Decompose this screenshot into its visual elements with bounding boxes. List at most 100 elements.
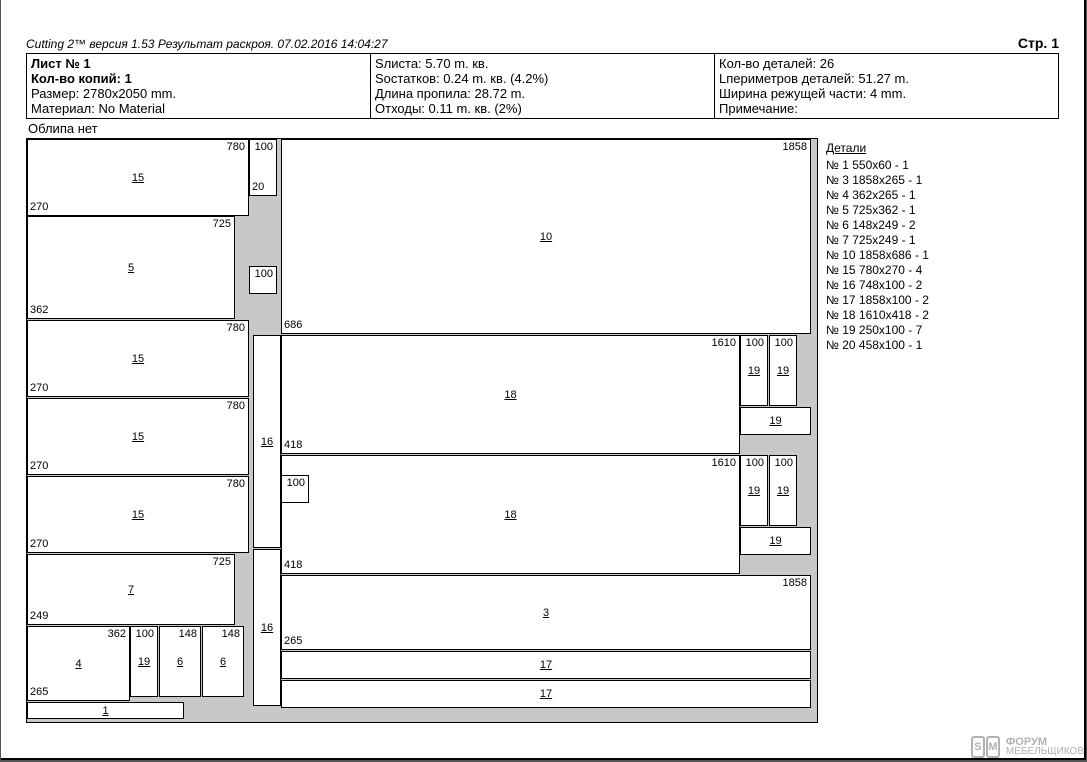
page-shadow: Cutting 2™ версия 1.53 Результат раскроя…: [1, 0, 1086, 760]
dim-width: 100: [775, 337, 793, 349]
piece-label: 15: [132, 431, 144, 443]
page: Cutting 2™ версия 1.53 Результат раскроя…: [1, 0, 1084, 758]
header-row: Cutting 2™ версия 1.53 Результат раскроя…: [26, 35, 1059, 51]
cut-piece: 19: [740, 527, 811, 555]
piece-label: 16: [261, 622, 273, 634]
dim-width: 725: [213, 556, 231, 568]
sheet-area: 7802701510020725362510078027015780270157…: [26, 138, 818, 723]
cut-piece: 16: [253, 335, 281, 548]
piece-label: 6: [177, 656, 183, 668]
cut-piece: 780 270 15: [27, 320, 249, 397]
cut-piece: 100 19: [769, 455, 797, 526]
dim-width: 100: [255, 268, 273, 280]
details-list-item: № 7 725x249 - 1: [826, 233, 929, 248]
perimeter-line: Lпериметров деталей: 51.27 m.: [719, 71, 1054, 86]
details-list-items: № 1 550x60 - 1№ 3 1858x265 - 1№ 4 362x26…: [826, 158, 929, 353]
cut-piece: 10019: [740, 335, 768, 406]
cut-piece: 17: [281, 651, 811, 679]
waste-line: Отходы: 0.11 m. кв. (2%): [375, 101, 710, 116]
dim-height: 362: [30, 304, 48, 316]
dim-width: 1610: [712, 337, 736, 349]
piece-label: 19: [769, 415, 781, 427]
dim-height: 418: [284, 439, 302, 451]
piece-label: 19: [748, 485, 760, 497]
watermark-icon: SM: [971, 736, 1000, 758]
dim-width: 780: [227, 478, 245, 490]
details-list-item: № 5 725x362 - 1: [826, 203, 929, 218]
area-line: Sлиста: 5.70 m. кв.: [375, 56, 710, 71]
details-list-item: № 3 1858x265 - 1: [826, 173, 929, 188]
info-col-c: Кол-во деталей: 26 Lпериметров деталей: …: [714, 54, 1058, 118]
watermark: SM ФОРУМ МЕБЕЛЬЩИКОВ: [971, 736, 1084, 758]
dim-width: 780: [227, 141, 245, 153]
size-line: Размер: 2780x2050 mm.: [31, 86, 366, 101]
piece-label: 18: [504, 389, 516, 401]
details-list-item: № 19 250x100 - 7: [826, 323, 929, 338]
piece-label: 17: [540, 688, 552, 700]
info-col-a: Лист № 1 Кол-во копий: 1 Размер: 2780x20…: [27, 54, 370, 118]
dim-height: 686: [284, 319, 302, 331]
remnants-line: Sостатков: 0.24 m. кв. (4.2%): [375, 71, 710, 86]
piece-label: 6: [220, 656, 226, 668]
cut-piece: 19: [740, 407, 811, 435]
page-number: Стр. 1: [1018, 35, 1059, 51]
piece-label: 18: [504, 509, 516, 521]
cut-piece: 100: [281, 475, 309, 503]
cut-piece: 78027015: [27, 398, 249, 475]
details-list-item: № 17 1858x100 - 2: [826, 293, 929, 308]
dim-width: 148: [179, 628, 197, 640]
dim-width: 725: [213, 218, 231, 230]
dim-width: 362: [108, 628, 126, 640]
dim-width: 100: [136, 628, 154, 640]
piece-label: 4: [75, 658, 81, 670]
piece-label: 3: [543, 607, 549, 619]
material-line: Материал: No Material: [31, 101, 366, 116]
cut-piece: 1610 418 18: [281, 335, 740, 454]
cut-piece: 1: [27, 702, 184, 719]
info-box: Лист № 1 Кол-во копий: 1 Размер: 2780x20…: [26, 53, 1059, 119]
dim-height: 265: [284, 635, 302, 647]
dim-width: 1610: [712, 457, 736, 469]
cut-piece: 1486: [202, 626, 244, 697]
piece-label: 19: [777, 365, 789, 377]
details-list-item: № 20 458x100 - 1: [826, 338, 929, 353]
dim-width: 1858: [783, 577, 807, 589]
piece-label: 10: [540, 231, 552, 243]
sheet-label: Лист № 1: [31, 56, 366, 71]
oblip-note: Облипа нет: [26, 121, 1059, 136]
details-list-item: № 18 1610x418 - 2: [826, 308, 929, 323]
piece-label: 15: [132, 353, 144, 365]
cut-piece: 78027015: [27, 139, 249, 216]
piece-label: 19: [769, 535, 781, 547]
dim-width: 780: [227, 322, 245, 334]
dim-height: 20: [252, 181, 264, 193]
details-list-item: № 4 362x265 - 1: [826, 188, 929, 203]
dim-width: 100: [746, 457, 764, 469]
cut-piece: 100 20: [249, 139, 277, 196]
cutting-sheet: 7802701510020725362510078027015780270157…: [27, 139, 817, 722]
piece-label: 7: [128, 584, 134, 596]
dim-height: 270: [30, 382, 48, 394]
dim-width: 100: [255, 141, 273, 153]
cut-piece: 17: [281, 680, 811, 708]
details-list-item: № 6 148x249 - 2: [826, 218, 929, 233]
dim-width: 100: [775, 457, 793, 469]
details-list-item: № 1 550x60 - 1: [826, 158, 929, 173]
cut-piece: 1858 686 10: [281, 139, 811, 334]
piece-label: 16: [261, 436, 273, 448]
details-list-item: № 10 1858x686 - 1: [826, 248, 929, 263]
dim-width: 1858: [783, 141, 807, 153]
cut-piece: 725 249 7: [27, 554, 235, 625]
cut-piece: 725 362 5: [27, 216, 235, 319]
details-list-item: № 16 748x100 - 2: [826, 278, 929, 293]
dim-height: 249: [30, 610, 48, 622]
dim-height: 265: [30, 686, 48, 698]
piece-label: 19: [138, 656, 150, 668]
cut-piece: 100 19: [130, 626, 158, 697]
piece-label: 5: [128, 262, 134, 274]
details-list: Детали № 1 550x60 - 1№ 3 1858x265 - 1№ 4…: [826, 138, 929, 353]
details-list-title: Детали: [826, 141, 929, 156]
dim-width: 100: [287, 477, 305, 489]
piece-label: 19: [777, 485, 789, 497]
piece-label: 15: [132, 509, 144, 521]
